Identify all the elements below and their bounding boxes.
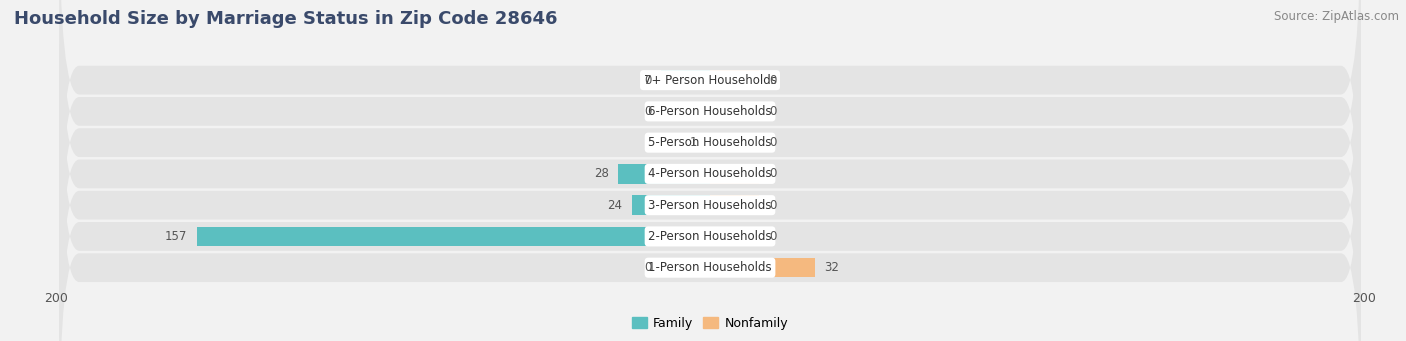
Bar	[631, 195, 710, 215]
Bar	[710, 102, 759, 121]
Text: 0: 0	[769, 167, 776, 180]
Text: 7+ Person Households: 7+ Person Households	[644, 74, 776, 87]
Text: 0: 0	[644, 74, 651, 87]
FancyBboxPatch shape	[59, 0, 1361, 284]
Text: 1-Person Households: 1-Person Households	[648, 261, 772, 274]
Bar	[619, 164, 710, 183]
Text: 5-Person Households: 5-Person Households	[648, 136, 772, 149]
Bar	[710, 164, 759, 183]
Bar	[197, 227, 710, 246]
Text: 3-Person Households: 3-Person Households	[648, 199, 772, 212]
Legend: Family, Nonfamily: Family, Nonfamily	[631, 317, 789, 330]
FancyBboxPatch shape	[59, 32, 1361, 341]
Text: 0: 0	[769, 74, 776, 87]
Bar	[710, 195, 759, 215]
Bar	[710, 258, 814, 277]
Text: 6-Person Households: 6-Person Households	[648, 105, 772, 118]
Text: 4-Person Households: 4-Person Households	[648, 167, 772, 180]
Text: 0: 0	[769, 199, 776, 212]
FancyBboxPatch shape	[59, 0, 1361, 253]
Text: 28: 28	[593, 167, 609, 180]
Text: 1: 1	[689, 136, 697, 149]
Text: 0: 0	[769, 230, 776, 243]
Text: 0: 0	[644, 261, 651, 274]
Bar	[707, 133, 710, 152]
Text: 0: 0	[644, 105, 651, 118]
Text: 24: 24	[607, 199, 621, 212]
Text: 157: 157	[165, 230, 187, 243]
FancyBboxPatch shape	[59, 1, 1361, 341]
Text: 0: 0	[769, 105, 776, 118]
Bar	[661, 102, 710, 121]
Text: Source: ZipAtlas.com: Source: ZipAtlas.com	[1274, 10, 1399, 23]
Text: 32: 32	[824, 261, 839, 274]
FancyBboxPatch shape	[59, 94, 1361, 341]
Text: Household Size by Marriage Status in Zip Code 28646: Household Size by Marriage Status in Zip…	[14, 10, 558, 28]
Bar	[710, 227, 759, 246]
Text: 0: 0	[769, 136, 776, 149]
FancyBboxPatch shape	[59, 0, 1361, 316]
Bar	[710, 71, 759, 90]
FancyBboxPatch shape	[59, 63, 1361, 341]
Bar	[661, 258, 710, 277]
Text: 2-Person Households: 2-Person Households	[648, 230, 772, 243]
Bar	[710, 133, 759, 152]
Bar	[661, 71, 710, 90]
